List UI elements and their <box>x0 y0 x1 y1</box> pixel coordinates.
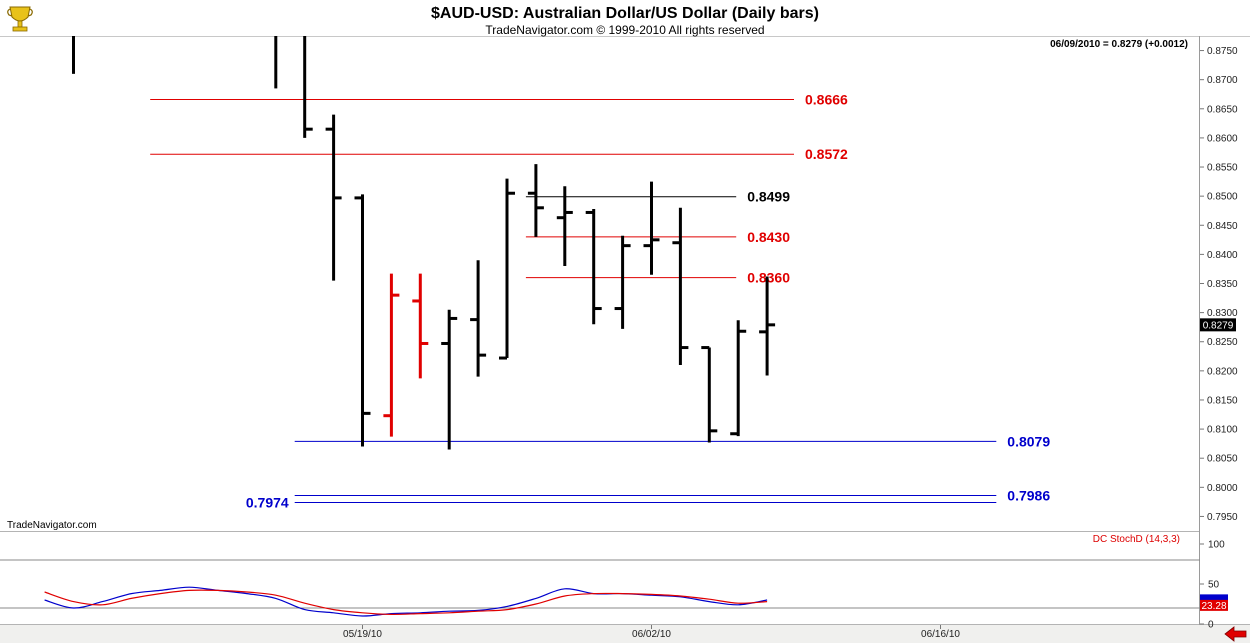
indicator-tick-label: 50 <box>1208 580 1220 591</box>
level-label: 0.8499 <box>747 189 790 205</box>
level-label: 0.7974 <box>246 494 289 510</box>
indicator-title: DC StochD (14,3,3) <box>1093 534 1180 545</box>
level-label: 0.8666 <box>805 91 848 107</box>
price-tick-label: 0.8600 <box>1207 133 1238 144</box>
price-tick-label: 0.8750 <box>1207 46 1238 57</box>
ohlc-bar <box>643 181 660 275</box>
indicator-axis-ticks: 100 50 0 <box>1200 540 1225 631</box>
ohlc-bar <box>412 273 429 379</box>
price-tick-label: 0.8150 <box>1207 395 1238 406</box>
indicator-tick-label: 100 <box>1208 540 1225 551</box>
ohlc-bar <box>614 235 631 329</box>
ohlc-bar <box>585 208 602 325</box>
indicator-reference-lines <box>0 559 1200 609</box>
price-tick-label: 0.8650 <box>1207 104 1238 115</box>
indicator-line-k <box>44 586 768 617</box>
indicator-value-label: 23.28 <box>1201 601 1226 612</box>
ohlc-bar <box>303 36 313 138</box>
price-tick-label: 0.8200 <box>1207 366 1238 377</box>
ohlc-bar <box>556 186 573 267</box>
ohlc-bar <box>383 273 400 437</box>
price-tick-label: 0.8700 <box>1207 75 1238 86</box>
ohlc-bar <box>325 114 342 281</box>
ohlc-bar <box>441 309 458 450</box>
price-tick-label: 0.8350 <box>1207 279 1238 290</box>
last-quote-readout: 06/09/2010 = 0.8279 (+0.0012) <box>1050 39 1188 50</box>
level-label: 0.8430 <box>747 229 790 245</box>
ohlc-bar <box>354 194 371 447</box>
header-band <box>0 0 1250 36</box>
last-price-badge: 0.8279 <box>1200 318 1236 332</box>
date-tick-label: 06/16/10 <box>921 629 960 640</box>
level-label: 0.7986 <box>1007 487 1050 503</box>
price-tick-label: 0.8300 <box>1207 308 1238 319</box>
watermark-text: TradeNavigator.com <box>7 520 97 531</box>
ohlc-bar <box>730 320 747 437</box>
date-tick-label: 05/19/10 <box>343 629 382 640</box>
ohlc-bar <box>527 164 544 237</box>
ohlc-bar <box>672 207 689 366</box>
price-tick-label: 0.8000 <box>1207 483 1238 494</box>
indicator-series <box>44 586 768 617</box>
date-axis-ticks: 05/19/10 06/02/10 06/16/10 <box>343 625 960 640</box>
date-axis-band <box>0 625 1250 643</box>
price-tick-label: 0.8400 <box>1207 250 1238 261</box>
price-axis-ticks: 0.8750 0.8700 0.8650 0.8600 0.8550 0.8500 0.84… <box>1200 46 1238 523</box>
level-label: 0.8360 <box>747 270 790 286</box>
indicator-tick-label: 0 <box>1208 620 1214 631</box>
left-arrow-icon[interactable] <box>1224 626 1247 642</box>
price-axis-band <box>1200 36 1250 531</box>
date-tick-label: 06/02/10 <box>632 629 671 640</box>
price-tick-label: 0.8550 <box>1207 163 1238 174</box>
ohlc-bar <box>499 178 515 360</box>
price-tick-label: 0.8500 <box>1207 192 1238 203</box>
chart-subtitle: TradeNavigator.com © 1999-2010 All right… <box>485 23 764 37</box>
indicator-line-d <box>44 589 768 616</box>
price-tick-label: 0.7950 <box>1207 512 1238 523</box>
indicator-value-badge: 23.28 <box>1200 594 1228 612</box>
ohlc-bars <box>72 36 776 450</box>
trophy-icon[interactable] <box>7 6 33 32</box>
price-tick-label: 0.8250 <box>1207 337 1238 348</box>
price-tick-label: 0.8050 <box>1207 454 1238 465</box>
price-tick-label: 0.8450 <box>1207 221 1238 232</box>
last-price-label: 0.8279 <box>1203 320 1234 331</box>
support-resistance-levels: 0.8666 0.8572 0.8499 0.8430 0.8360 0.8079 0.79… <box>150 91 1050 510</box>
level-label: 0.8079 <box>1007 433 1050 449</box>
ohlc-bar <box>470 260 487 377</box>
price-tick-label: 0.8100 <box>1207 425 1238 436</box>
ohlc-bar <box>759 276 776 376</box>
level-label: 0.8572 <box>805 146 848 162</box>
ohlc-bar <box>701 346 718 443</box>
chart-title: $AUD-USD: Australian Dollar/US Dollar (D… <box>431 5 819 22</box>
